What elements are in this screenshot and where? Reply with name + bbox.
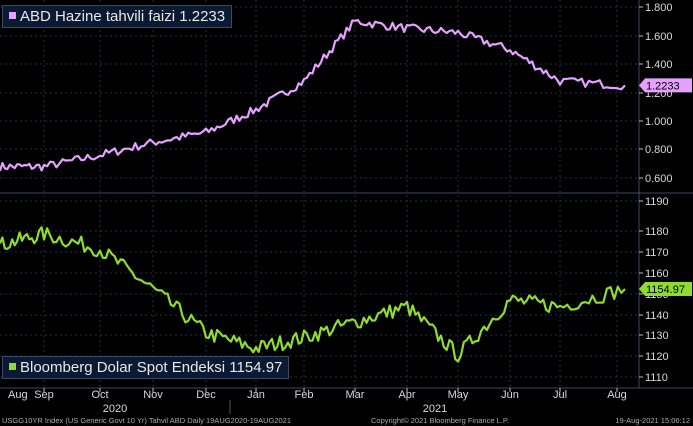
dollar-tick-label: 1140 — [645, 310, 669, 322]
x-tick-label-may: May — [448, 389, 469, 401]
dollar-tick-label: 1130 — [645, 330, 669, 342]
x-tick-label-jan: Jan — [247, 389, 265, 401]
x-tick-label-mar: Mar — [346, 389, 365, 401]
dollar-tick-label: 1190 — [645, 196, 669, 208]
bottom-legend: Bloomberg Dolar Spot Endeksi 1154.97 — [2, 356, 290, 379]
yield-tick-label: 1.600 — [645, 31, 673, 43]
x-tick-label-aug: Aug — [8, 389, 28, 401]
x-tick-label-jul: Jul — [553, 389, 567, 401]
dollar-tick-label: 1160 — [645, 268, 669, 280]
dollar-legend-swatch — [9, 363, 16, 370]
yield-tick-label: 1.000 — [645, 116, 673, 128]
yield-tick-label: 0.600 — [645, 173, 673, 185]
x-tick-label-dec: Dec — [196, 389, 216, 401]
x-tick-label-aug: Aug — [607, 389, 627, 401]
x-tick-label-feb: Feb — [295, 389, 314, 401]
yield-series-line — [0, 19, 626, 172]
dollar-tick-label: 1170 — [645, 247, 669, 259]
yield-tick-label: 1.800 — [645, 2, 673, 14]
yield-last-value-tag-bg — [639, 78, 692, 93]
top-legend-text: ABD Hazine tahvili faizi 1.2233 — [20, 8, 226, 25]
yield-tick-label: 1.400 — [645, 59, 673, 71]
x-tick-label-oct: Oct — [91, 389, 108, 401]
year-label-2020: 2020 — [103, 403, 127, 415]
x-tick-label-jun: Jun — [501, 389, 519, 401]
year-label-2021: 2021 — [423, 403, 447, 415]
yield-last-value-tag: 1.2233 — [646, 80, 680, 92]
footer-copyright-text: Copyright© 2021 Bloomberg Finance L.P. — [371, 416, 509, 425]
x-tick-label-apr: Apr — [398, 389, 415, 401]
dollar-tick-label: 1180 — [645, 226, 669, 238]
dollar-series-line — [0, 226, 626, 363]
yield-legend-swatch — [9, 12, 16, 19]
yield-tick-label: 0.800 — [645, 144, 673, 156]
top-legend: ABD Hazine tahvili faizi 1.2233 — [2, 5, 233, 28]
x-tick-label-sep: Sep — [34, 389, 54, 401]
dollar-last-value-tag-bg — [639, 282, 692, 296]
dollar-tick-label: 1120 — [645, 351, 669, 363]
footer-timestamp-text: 19-Aug-2021 15:06:12 — [615, 416, 690, 425]
footer-left-text: USGG10YR Index (US Generic Govt 10 Yr) T… — [2, 416, 291, 425]
bottom-legend-text: Bloomberg Dolar Spot Endeksi 1154.97 — [20, 359, 283, 376]
dollar-tick-label: 1110 — [645, 372, 668, 384]
x-tick-label-nov: Nov — [143, 389, 163, 401]
dollar-last-value-tag: 1154.97 — [646, 284, 685, 296]
